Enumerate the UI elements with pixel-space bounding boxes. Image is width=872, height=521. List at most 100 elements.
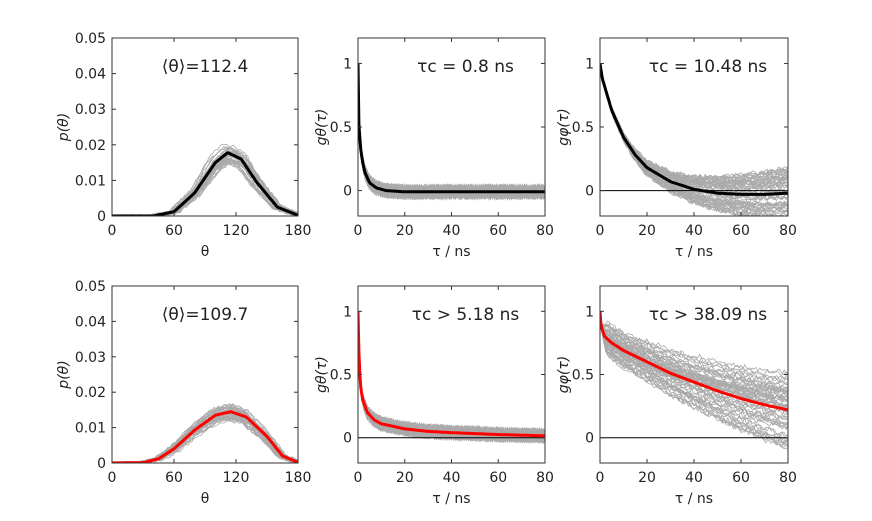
ensemble-line xyxy=(358,63,545,201)
mean-line xyxy=(600,63,788,196)
ensemble-line xyxy=(358,63,545,201)
ensemble-line xyxy=(112,144,298,216)
ensemble-line xyxy=(358,63,545,200)
x-tick-label: 80 xyxy=(779,223,797,239)
ensemble-line xyxy=(600,311,788,429)
ensemble-line xyxy=(358,63,545,201)
ensemble-line xyxy=(358,63,545,200)
panel-title: ⟨θ⟩=109.7 xyxy=(162,305,249,325)
ensemble-line xyxy=(358,63,545,201)
ensemble-line xyxy=(600,63,788,184)
ensemble-line xyxy=(358,63,545,201)
ensemble-line xyxy=(600,311,788,451)
ensemble-line xyxy=(358,63,545,201)
x-tick-label: 60 xyxy=(489,223,507,239)
ensemble-line xyxy=(600,311,788,375)
y-axis-label: p(θ) xyxy=(56,360,72,389)
plot-area xyxy=(600,63,788,216)
y-axis-label: p(θ) xyxy=(56,113,72,142)
y-tick-label: 0.5 xyxy=(572,120,594,136)
y-axis-label: gφ(τ) xyxy=(556,108,572,145)
x-axis-label: τ / ns xyxy=(675,244,713,260)
x-tick-label: 60 xyxy=(165,470,183,486)
panel-top-middle: 0 20 40 60 80 0 0.5 1 τc = 0.8 ns τ / ns gθ(τ) xyxy=(314,37,554,260)
ensemble-line xyxy=(358,63,545,201)
ensemble-line xyxy=(600,311,788,386)
axes-box xyxy=(111,37,299,217)
ensemble-line xyxy=(358,63,545,200)
x-tick-label: 20 xyxy=(638,470,656,486)
ensemble-line xyxy=(600,63,788,181)
ensemble-line xyxy=(358,63,545,201)
ensemble-line xyxy=(358,63,545,200)
ensemble-line xyxy=(600,63,788,182)
x-tick-label: 40 xyxy=(685,470,703,486)
y-tick-label: 0.5 xyxy=(572,368,594,384)
ensemble-line xyxy=(600,63,788,190)
y-axis-label: gθ(τ) xyxy=(314,109,330,146)
ensemble-line xyxy=(600,311,788,400)
x-tick-label: 80 xyxy=(779,470,797,486)
ensemble-line xyxy=(112,159,298,216)
ensemble-line xyxy=(358,63,545,200)
ensemble-line xyxy=(112,150,298,216)
ensemble-line xyxy=(600,63,788,188)
y-tick-label: 0.5 xyxy=(330,120,352,136)
y-tick-label: 0 xyxy=(343,184,352,200)
x-tick-label: 40 xyxy=(443,223,461,239)
x-tick-label: 180 xyxy=(285,470,312,486)
ensemble-line xyxy=(358,63,545,201)
x-axis-label: τ / ns xyxy=(432,244,470,260)
y-tick-label: 0.5 xyxy=(330,368,352,384)
y-tick-label: 0.05 xyxy=(75,279,106,295)
ensemble-line xyxy=(358,63,545,201)
plot-area xyxy=(112,403,298,463)
ensemble-line xyxy=(358,63,545,201)
y-tick-label: 0 xyxy=(585,184,594,200)
x-tick-label: 80 xyxy=(536,223,554,239)
plot-area xyxy=(358,311,545,445)
x-tick-label: 60 xyxy=(489,470,507,486)
ensemble-line xyxy=(358,63,545,201)
ensemble-line xyxy=(116,403,298,463)
ensemble-line xyxy=(600,63,788,186)
ensemble-line xyxy=(358,63,545,200)
ensemble-line xyxy=(358,63,545,201)
ensemble-line xyxy=(600,311,788,385)
ensemble-line xyxy=(358,63,545,202)
ensemble-line xyxy=(358,63,545,199)
ensemble-line xyxy=(358,63,545,200)
ensemble-line xyxy=(358,63,545,201)
ensemble-line xyxy=(358,63,545,201)
ensemble-line xyxy=(358,63,545,201)
ensemble-line xyxy=(358,63,545,201)
y-tick-label: 0.04 xyxy=(75,314,106,330)
ensemble-line xyxy=(358,63,545,201)
panel-title: τc > 5.18 ns xyxy=(412,305,520,325)
ensemble-line xyxy=(600,311,788,447)
ensemble-line xyxy=(600,311,788,408)
x-tick-label: 20 xyxy=(396,223,414,239)
ensemble-line xyxy=(600,63,788,188)
ensemble-line xyxy=(358,63,545,200)
x-tick-label: 120 xyxy=(223,223,250,239)
panel-top-left: 0 60 120 180 0 0.01 0.02 0.03 0.04 0.05 ⟨θ⟩=112.4 θ… xyxy=(56,31,311,260)
x-tick-label: 20 xyxy=(396,470,414,486)
ensemble-line xyxy=(600,63,788,216)
ensemble-line xyxy=(600,63,788,188)
ensemble-line xyxy=(358,63,545,200)
ensemble-line xyxy=(358,63,545,200)
x-tick-label: 0 xyxy=(354,470,363,486)
ensemble-line xyxy=(600,63,788,191)
ensemble-line xyxy=(358,63,545,201)
ensemble-line xyxy=(600,63,788,187)
y-tick-label: 0.01 xyxy=(75,173,106,189)
ensemble-line xyxy=(358,63,545,201)
y-tick-label: 1 xyxy=(585,56,594,72)
ensemble-line xyxy=(600,63,788,184)
ensemble-line xyxy=(358,311,545,444)
ensemble-line xyxy=(600,63,788,189)
ensemble-line xyxy=(358,63,545,201)
x-tick-label: 60 xyxy=(732,470,750,486)
